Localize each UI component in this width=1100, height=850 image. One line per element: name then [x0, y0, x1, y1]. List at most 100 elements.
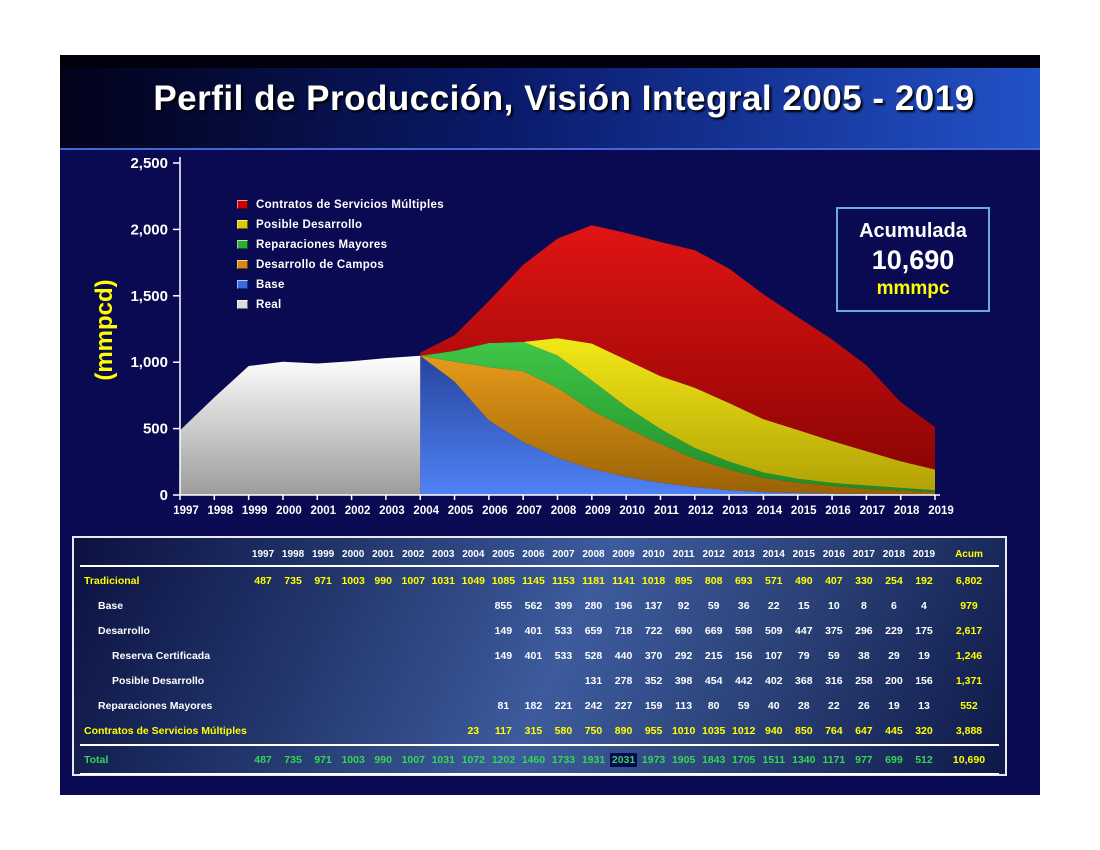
- table-cell: 990: [374, 574, 392, 587]
- table-cell: 1,371: [955, 674, 983, 687]
- table-cell: 1007: [401, 753, 425, 766]
- table-cell: 1171: [822, 753, 846, 766]
- area-desarrollo-de-campos: [420, 355, 935, 495]
- table-cell: 693: [734, 574, 753, 587]
- y-tick-label: 2,500: [130, 155, 168, 172]
- accumulated-unit: mmmpc: [876, 277, 950, 299]
- legend-label: Base: [256, 278, 285, 291]
- table-cell: 2016: [822, 549, 845, 560]
- table-cell: 175: [915, 624, 933, 637]
- x-tick-label: 2012: [688, 505, 714, 517]
- x-tick-label: 2011: [654, 505, 680, 517]
- table-cell: 1931: [581, 753, 606, 766]
- table-cell: 487: [254, 574, 272, 587]
- y-tick-label: 1,000: [130, 354, 168, 371]
- table-cell: 2000: [342, 549, 365, 560]
- table-cell: 22: [767, 599, 780, 612]
- table-cell: 1012: [732, 724, 756, 737]
- table-cell: 718: [614, 624, 633, 637]
- table-cell: 940: [764, 724, 783, 737]
- table-cell: 330: [855, 574, 873, 587]
- table-cell: 370: [644, 649, 663, 662]
- y-tick-label: 2,000: [130, 221, 168, 238]
- legend-swatch-icon: [237, 300, 248, 309]
- x-tick-label: 2004: [413, 505, 439, 517]
- table-cell: 6,802: [955, 574, 983, 587]
- table-cell: 1181: [582, 574, 605, 587]
- legend-swatch-icon: [237, 280, 248, 289]
- table-cell: 156: [734, 649, 753, 662]
- table-cell: 562: [524, 599, 543, 612]
- table-cell: 1031: [431, 753, 455, 766]
- area-real: [180, 355, 421, 495]
- table-row: Tradicional 487 735 971 1003 990 1007 1031 1049 1…: [80, 568, 999, 593]
- table-cell: 1,246: [955, 649, 983, 662]
- row-label: Reserva Certificada: [112, 649, 211, 662]
- table-cell: 316: [825, 674, 843, 687]
- table-cell: 315: [524, 724, 543, 737]
- table-cell: 368: [795, 674, 813, 687]
- table-cell: 192: [915, 574, 933, 587]
- production-area-chart: 0 500 1,000 1,500 2,000 2,500 1997 1998 1999 2000…: [130, 155, 954, 517]
- y-tick-label: 500: [143, 421, 168, 438]
- table-cell: 699: [885, 753, 903, 766]
- table-cell: 690: [674, 624, 693, 637]
- legend-item: Reparaciones Mayores: [237, 238, 444, 251]
- table-cell: 38: [858, 649, 870, 662]
- table-cell: 407: [825, 574, 843, 587]
- table-cell: 722: [644, 624, 663, 637]
- production-table: 1997 1998 1999 2000 2001 2002 2003 2004 2005 2006…: [72, 536, 1007, 776]
- table-cell: 1733: [551, 753, 576, 766]
- chart-legend: Contratos de Servicios Múltiples Posible …: [237, 198, 444, 311]
- table-cell: 242: [584, 699, 603, 712]
- table-cell: 2007: [552, 549, 575, 560]
- x-tick-label: 2010: [619, 505, 645, 517]
- table-cell: 490: [795, 574, 813, 587]
- table-row: Reparaciones Mayores 81 182 221 242 227 159 113…: [80, 693, 999, 718]
- table-header-row: 1997 1998 1999 2000 2001 2002 2003 2004 2005 2006…: [80, 545, 999, 564]
- row-label: Contratos de Servicios Múltiples: [84, 724, 247, 737]
- table-cell: 1340: [792, 753, 816, 766]
- row-label: Total: [84, 753, 109, 766]
- x-tick-label: 1998: [208, 505, 234, 517]
- table-cell: 552: [960, 699, 978, 712]
- area-contratos-de-servicios-múltiples: [420, 225, 935, 470]
- x-tick-label: 2001: [310, 505, 336, 517]
- x-tick-label: 2019: [928, 505, 954, 517]
- table-cell: 59: [827, 649, 840, 662]
- table-cell: 258: [855, 674, 873, 687]
- table-cell: 990: [374, 753, 392, 766]
- table-cell: 59: [707, 599, 720, 612]
- x-tick-label: 2005: [448, 505, 474, 517]
- x-tick-label: 2002: [345, 505, 371, 517]
- table-cell: 1153: [552, 574, 575, 587]
- x-tick-label: 2014: [757, 505, 783, 517]
- table-cell: 40: [767, 699, 780, 712]
- table-cell: 659: [584, 624, 603, 637]
- table-cell: 445: [885, 724, 903, 737]
- table-cell: 59: [737, 699, 750, 712]
- table-cell: 280: [584, 599, 603, 612]
- table-cell: 2019: [912, 549, 936, 560]
- table-cell: 647: [855, 724, 873, 737]
- table-cell: 149: [494, 624, 513, 637]
- table-cell: 113: [675, 699, 693, 712]
- table-cell: 979: [960, 599, 978, 612]
- table-cell: 850: [795, 724, 813, 737]
- x-tick-label: 2009: [585, 505, 611, 517]
- table-cell: 28: [797, 699, 810, 712]
- x-tick-label: 2006: [482, 505, 508, 517]
- legend-label: Reparaciones Mayores: [256, 238, 388, 251]
- table-cell: 26: [858, 699, 870, 712]
- table-cell: 2014: [762, 549, 785, 560]
- legend-item: Posible Desarrollo: [237, 218, 444, 231]
- x-tick-label: 1999: [242, 505, 268, 517]
- legend-swatch-icon: [237, 200, 248, 209]
- x-tick-label: 2013: [722, 505, 748, 517]
- table-cell: 81: [497, 699, 510, 712]
- table-cell: 1997: [251, 549, 275, 560]
- table-cell: 977: [855, 753, 873, 766]
- table-cell: 890: [614, 724, 633, 737]
- table-cell: 196: [614, 599, 633, 612]
